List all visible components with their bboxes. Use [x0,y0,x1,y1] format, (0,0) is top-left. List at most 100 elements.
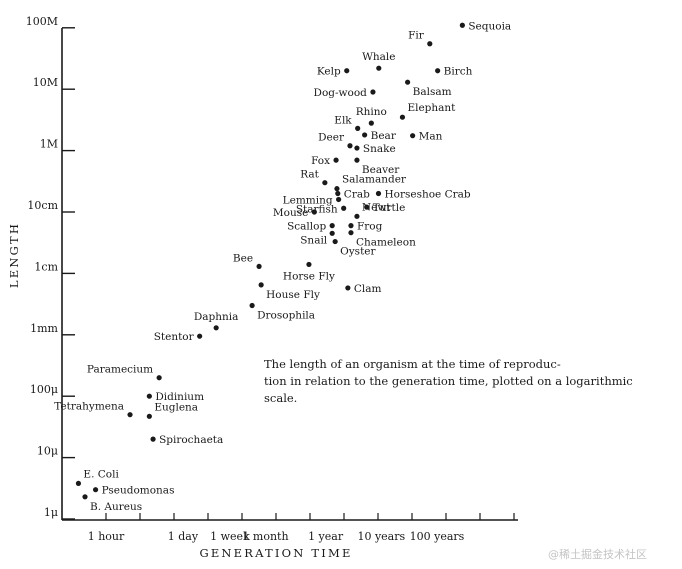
y-tick-label: 100M [26,15,58,28]
label-kelp: Kelp [317,66,341,78]
point-house-fly [258,282,264,288]
label-bee: Bee [233,252,253,264]
point-mouse [311,209,317,215]
label-balsam: Balsam [413,86,452,98]
point-fox [333,157,339,163]
label-horse-fly: Horse Fly [283,270,335,282]
label-crab: Crab [344,189,370,201]
x-tick-label: 100 years [410,530,465,543]
x-tick-label: 10 years [357,530,405,543]
y-axis-title: LENGTH [7,222,21,288]
point-snail [329,230,335,236]
y-tick-label: 10μ [37,445,58,458]
point-whale [376,65,382,71]
label-starfish: Starfish [296,203,338,215]
label-man: Man [419,131,443,143]
point-oyster [332,238,338,245]
point-paramecium [156,375,162,381]
label-fox: Fox [311,155,330,167]
point-b-aureus [82,494,88,500]
point-beaver [354,157,360,163]
label-whale: Whale [362,51,395,63]
label-chameleon: Chameleon [356,237,416,249]
label-elephant: Elephant [407,102,456,114]
point-birch [435,68,441,74]
point-starfish [341,205,347,211]
point-scallop [329,223,335,229]
label-rat: Rat [300,169,319,181]
label-birch: Birch [444,66,473,78]
point-tetrahymena [127,412,133,418]
point-fir [427,41,433,47]
label-paramecium: Paramecium [87,364,153,376]
label-horseshoe-crab: Horseshoe Crab [384,189,470,201]
point-euglena [146,413,152,419]
point-elk [355,125,361,131]
point-bee [256,263,262,270]
label-house-fly: House Fly [266,289,320,301]
point-bear [362,132,368,138]
label-stentor: Stentor [154,331,195,343]
y-tick-label: 1mm [30,322,58,335]
point-clam [345,285,351,291]
point-stentor [197,333,203,339]
label-frog: Frog [357,221,383,233]
axes: 1μ 10μ 100μ 1mm 1cm 10cm 1M 10M 100M 1 hour 1 day 1… [26,15,518,543]
point-turtle [364,204,370,210]
point-newt [354,213,360,219]
point-rat [322,180,328,186]
label-e-coli: E. Coli [83,468,119,480]
x-tick-label: 1 day [168,530,199,543]
point-man [410,133,416,139]
x-tick-label: 1 year [308,530,344,543]
label-bear: Bear [371,130,397,142]
point-kelp [344,68,350,74]
label-drosophila: Drosophila [257,310,315,322]
label-salamander: Salamander [342,174,407,186]
label-deer: Deer [318,132,345,144]
label-mouse: Mouse [273,207,308,219]
point-salamander [334,186,340,192]
point-lemming [336,196,342,203]
point-snake [354,145,360,151]
point-e-coli [75,480,82,487]
data-points [75,22,465,500]
point-labels: Sequoia Fir Birch Whale Kelp Balsam Dog-wood El… [54,20,511,513]
label-scallop: Scallop [287,221,326,233]
label-dog-wood: Dog-wood [314,87,368,99]
label-b-aureus: B. Aureus [90,501,142,513]
point-rhino [368,120,374,126]
label-fir: Fir [408,30,425,42]
y-tick-label: 100μ [30,383,58,396]
point-crab [335,190,341,197]
x-tick-label: 1 week [210,530,250,543]
watermark: @稀土掘金技术社区 [548,548,647,561]
label-sequoia: Sequoia [468,20,511,32]
label-elk: Elk [334,114,352,126]
label-tetrahymena: Tetrahymena [54,401,124,413]
label-clam: Clam [354,283,382,295]
x-tick-label: 1 month [242,530,288,543]
y-tick-label: 10cm [27,199,58,212]
label-euglena: Euglena [154,401,198,413]
x-tick-label: 1 hour [88,530,125,543]
label-pseudomonas: Pseudomonas [102,485,175,497]
label-beaver: Beaver [362,164,400,176]
point-horseshoe-crab [375,190,382,197]
point-dog-wood [370,89,376,95]
point-elephant [399,114,406,120]
point-pseudomonas [92,487,99,493]
x-axis-title: GENERATION TIME [199,546,352,560]
label-didinium: Didinium [155,391,204,403]
label-snail: Snail [300,234,328,246]
y-tick-label: 10M [33,76,58,89]
point-chameleon [348,230,354,236]
point-didinium [146,393,152,399]
label-lemming: Lemming [283,194,333,206]
figure-caption: The length of an organism at the time of… [264,357,633,405]
y-tick-label: 1cm [34,260,58,273]
label-snake: Snake [363,143,396,155]
label-rhino: Rhino [356,106,387,118]
y-tick-label: 1M [40,138,58,151]
